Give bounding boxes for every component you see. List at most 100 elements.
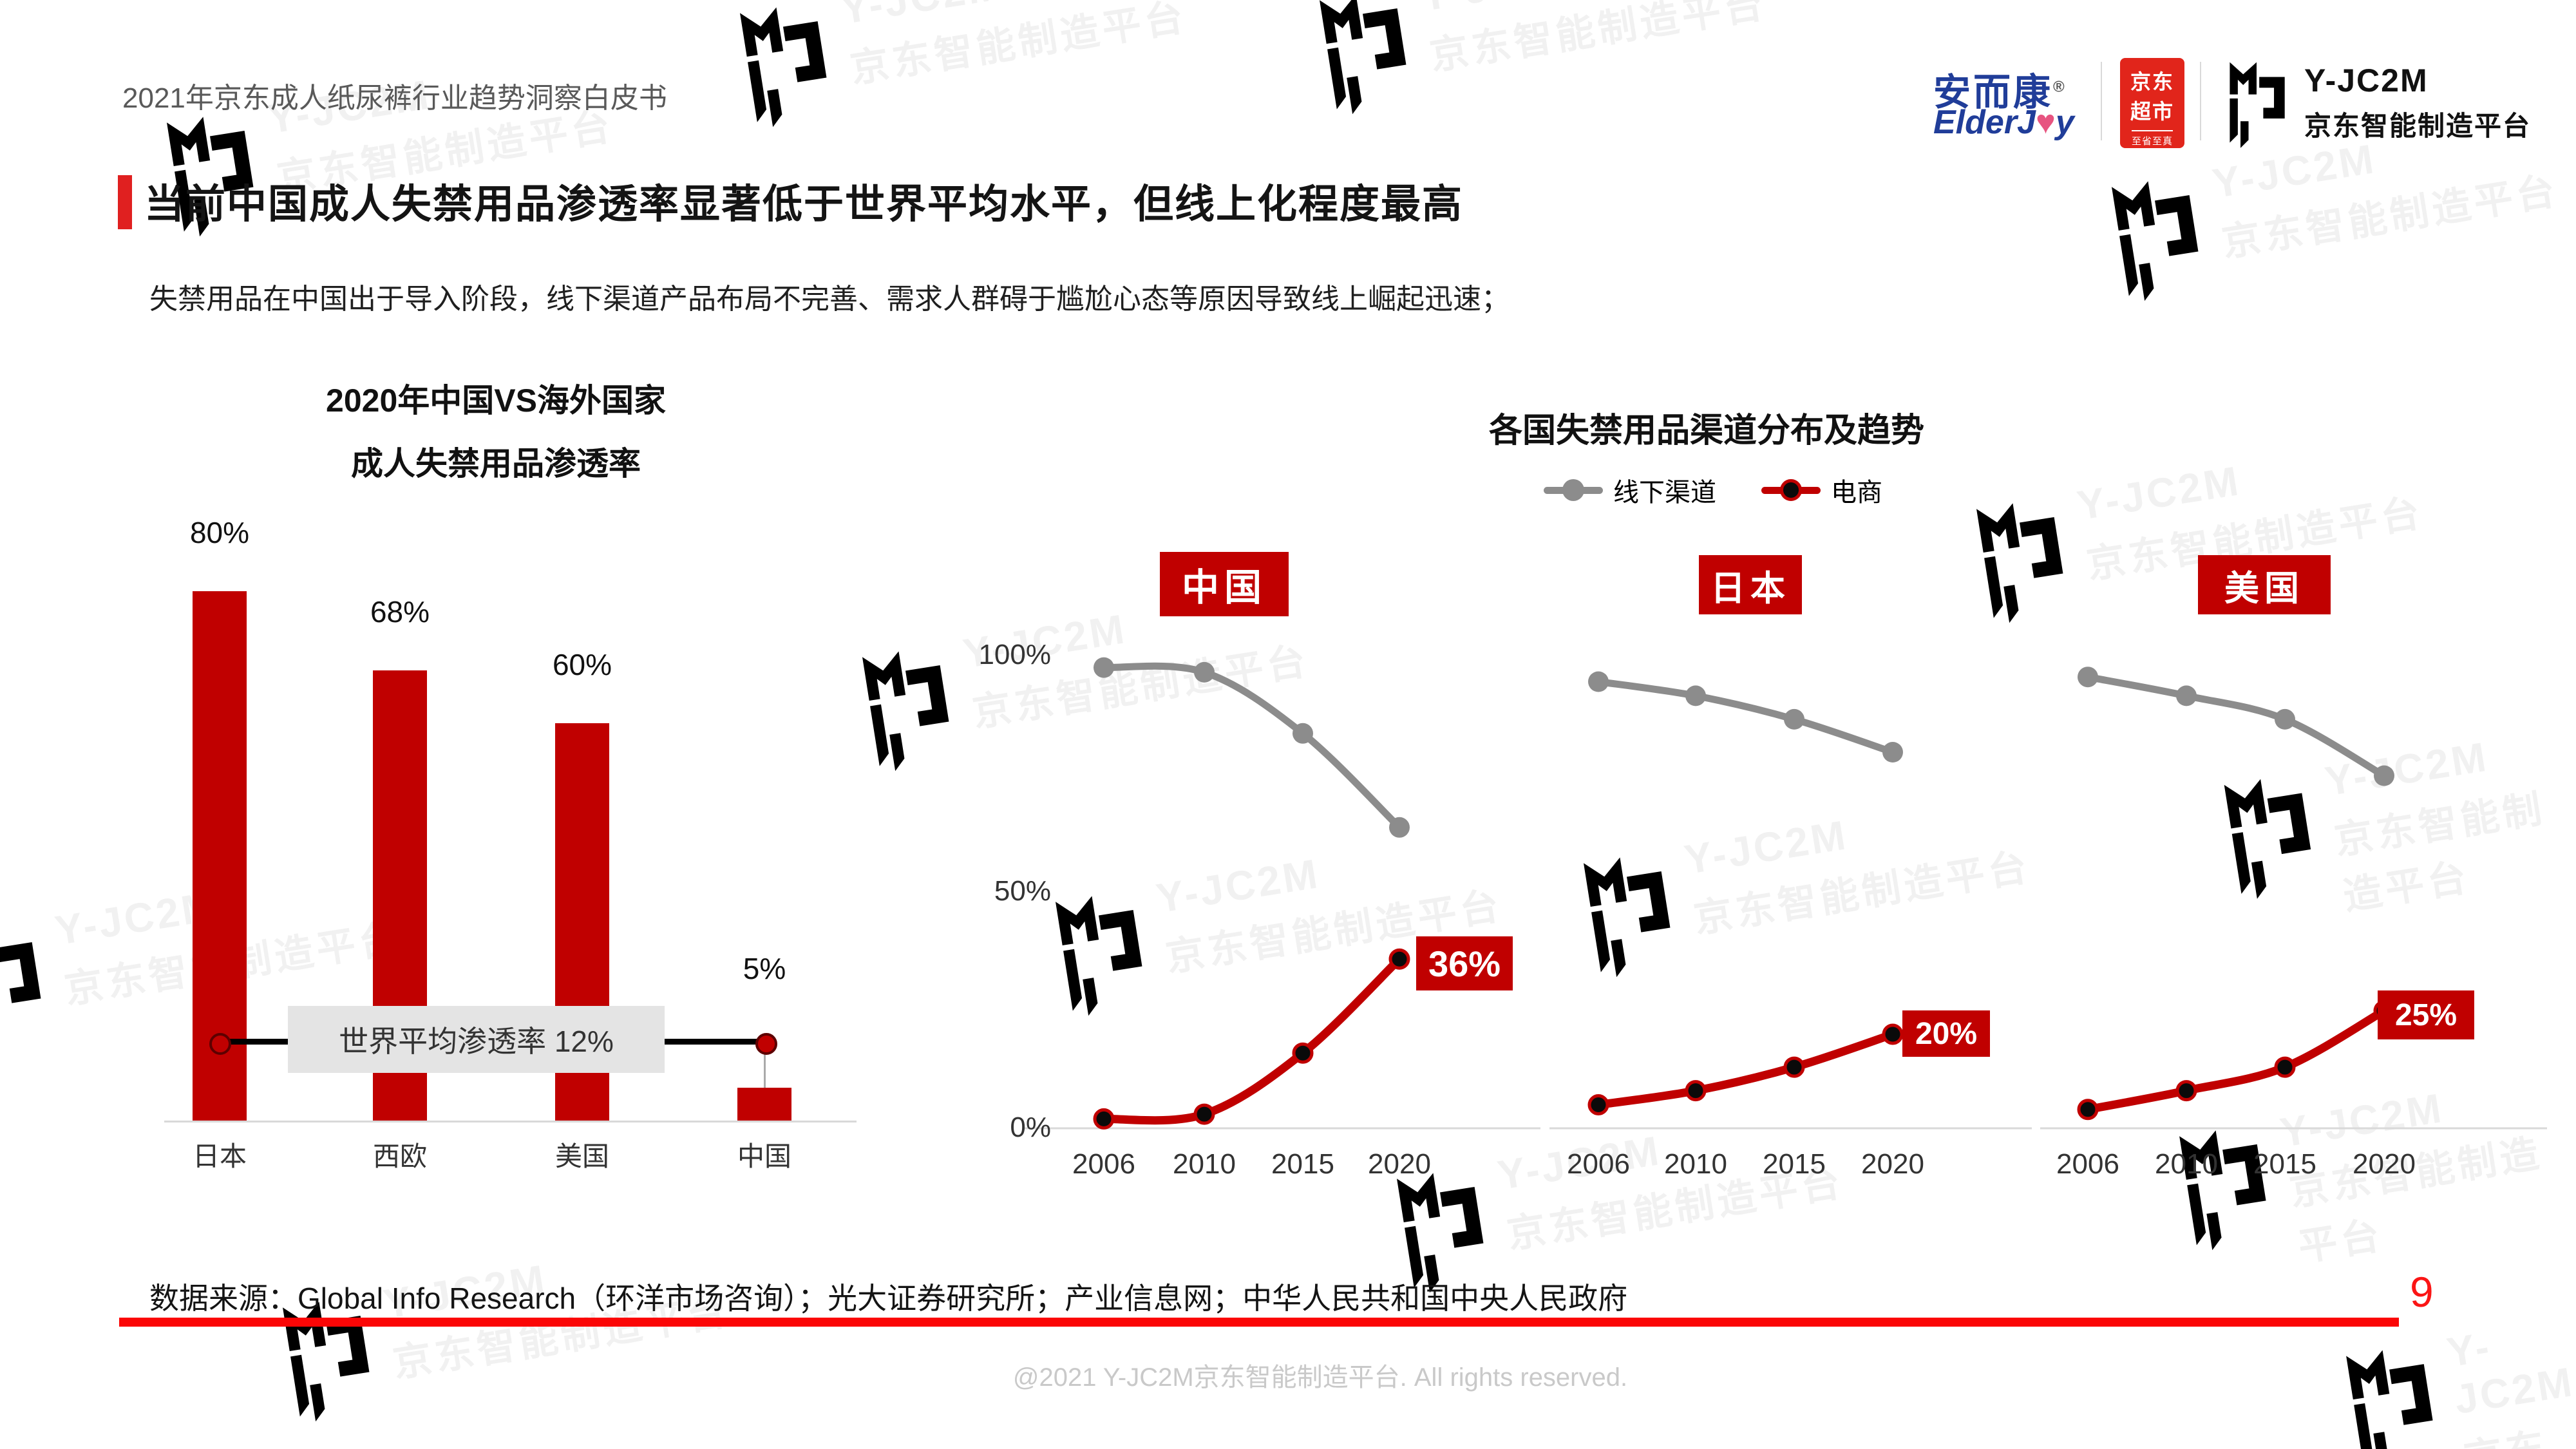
ecommerce-line-1: [1594, 1030, 1897, 1109]
bar-value-label-2: 60%: [552, 648, 612, 681]
xtick-0-0: 2006: [1072, 1148, 1135, 1180]
platform-name-en: Y-JC2M: [2304, 62, 2429, 99]
document-title: 2021年京东成人纸尿裤行业趋势洞察白皮书: [122, 82, 667, 114]
jd-badge-line1: 京东: [2130, 70, 2174, 93]
offline-marker-1-1: [1685, 685, 1706, 706]
bar-0: [193, 591, 247, 1121]
ecommerce-line-marker-icon: [1761, 478, 1821, 502]
world-average-dot-right: [755, 1033, 777, 1055]
xtick-1-2: 2015: [1763, 1148, 1826, 1180]
platform-name-cn: 京东智能制造平台: [2304, 111, 2532, 141]
world-average-dot-left: [209, 1033, 231, 1055]
panel-label-usa: 美国: [2198, 555, 2331, 614]
legend-item-offline: 线下渠道: [1544, 471, 1716, 509]
registered-mark: ®: [2053, 78, 2067, 96]
ecommerce-marker-2-1: [2175, 1080, 2197, 1102]
bar-chart-title-line2: 成人失禁用品渗透率: [351, 446, 641, 482]
xtick-2-2: 2015: [2253, 1148, 2316, 1180]
bar-category-label-0: 日本: [192, 1141, 247, 1171]
bar-chart-baseline: [164, 1121, 857, 1122]
logo-separator: [2200, 62, 2201, 140]
data-source: 数据来源：Global Info Research（环洋市场咨询）；光大证券研究…: [149, 1282, 1628, 1315]
offline-line-marker-icon: [1544, 478, 1603, 502]
offline-marker-0-0: [1094, 657, 1114, 678]
copyright: @2021 Y-JC2M京东智能制造平台. All rights reserve…: [1012, 1363, 1628, 1392]
world-average-label: 世界平均渗透率 12%: [288, 1006, 665, 1073]
bar-value-label-3: 5%: [743, 952, 786, 985]
ecommerce-marker-2-0: [2077, 1099, 2099, 1121]
chart-legend: 线下渠道 电商: [1475, 471, 1951, 509]
logo-separator: [2101, 62, 2102, 140]
ecommerce-line-2: [2083, 1007, 2389, 1114]
xtick-1-1: 2010: [1664, 1148, 1727, 1180]
value-box-usa: 25%: [2378, 990, 2474, 1039]
elderjoy-cn-text: 安而康: [1933, 71, 2054, 113]
bar-3: [737, 1088, 791, 1121]
offline-marker-0-3: [1389, 817, 1410, 838]
elderjoy-en-pre: ElderJ: [1933, 104, 2036, 141]
offline-marker-2-0: [2078, 667, 2098, 688]
offline-marker-0-2: [1293, 723, 1313, 744]
subtitle: 失禁用品在中国出于导入阶段，线下渠道产品布局不完善、需求人群碍于尴尬心态等原因导…: [149, 283, 1510, 315]
xtick-0-1: 2010: [1173, 1148, 1236, 1180]
offline-line-2: [2084, 673, 2388, 779]
ecommerce-marker-0-3: [1388, 948, 1410, 970]
value-box-japan: 20%: [1902, 1010, 1990, 1057]
ecommerce-marker-1-3: [1882, 1023, 1904, 1045]
bar-category-label-2: 美国: [554, 1141, 609, 1171]
panel-label-japan: 日本: [1699, 555, 1802, 614]
ecommerce-marker-0-2: [1292, 1042, 1314, 1064]
offline-marker-2-3: [2374, 765, 2394, 786]
ecommerce-marker-1-0: [1587, 1094, 1609, 1115]
bar-value-label-1: 68%: [370, 595, 430, 629]
legend-label-offline: 线下渠道: [1613, 478, 1716, 507]
ytick-100: 100%: [978, 639, 1051, 670]
jd-supermarket-badge: 京东 超市 至省至真: [2120, 58, 2184, 148]
xtick-2-0: 2006: [2056, 1148, 2119, 1180]
xtick-1-3: 2020: [1861, 1148, 1924, 1180]
page-title: 当前中国成人失禁用品渗透率显著低于世界平均水平，但线上化程度最高: [144, 182, 1464, 227]
elderjoy-logo-cn: 安而康®: [1933, 62, 2067, 116]
world-average-connector: [764, 1051, 766, 1088]
xtick-0-2: 2015: [1271, 1148, 1334, 1180]
value-box-china: 36%: [1416, 936, 1513, 990]
xtick-0-3: 2020: [1368, 1148, 1431, 1180]
offline-marker-0-1: [1194, 661, 1215, 683]
ecommerce-marker-0-1: [1193, 1103, 1215, 1125]
page-number: 9: [2410, 1268, 2434, 1316]
legend-item-ecommerce: 电商: [1761, 471, 1882, 509]
jd-badge-tagline: 至省至真: [2131, 136, 2173, 147]
bar-chart-title-line1: 2020年中国VS海外国家: [326, 383, 666, 419]
ecommerce-marker-1-2: [1783, 1056, 1805, 1078]
jd-badge-line2: 超市: [2130, 100, 2174, 123]
ytick-0: 0%: [1010, 1112, 1051, 1143]
ytick-50: 50%: [994, 875, 1051, 907]
elderjoy-en-post: y: [2055, 104, 2074, 141]
footer-divider: [119, 1318, 2399, 1327]
ecommerce-marker-1-1: [1685, 1080, 1707, 1102]
elderjoy-logo-en: ElderJ♥y: [1933, 103, 2074, 142]
offline-line-1: [1595, 678, 1897, 756]
offline-line-0: [1100, 662, 1403, 831]
ecommerce-line-0: [1099, 954, 1404, 1125]
panel-label-china: 中国: [1160, 552, 1289, 616]
bar-category-label-1: 西欧: [372, 1141, 427, 1171]
offline-marker-2-2: [2275, 708, 2295, 730]
offline-marker-1-2: [1784, 708, 1804, 730]
ecommerce-marker-2-2: [2274, 1056, 2296, 1078]
xtick-2-1: 2010: [2155, 1148, 2218, 1180]
xtick-1-0: 2006: [1567, 1148, 1630, 1180]
offline-marker-2-1: [2176, 685, 2197, 706]
line-chart-title: 各国失禁用品渠道分布及趋势: [1488, 412, 1924, 450]
legend-label-ecommerce: 电商: [1831, 478, 1882, 507]
offline-marker-1-3: [1882, 742, 1903, 762]
heart-icon: ♥: [2035, 104, 2056, 141]
offline-marker-1-0: [1588, 671, 1609, 692]
bar-category-label-3: 中国: [737, 1141, 791, 1171]
jd-badge-rule: [2132, 130, 2173, 131]
title-accent-bar: [118, 175, 132, 229]
xtick-2-3: 2020: [2353, 1148, 2416, 1180]
ecommerce-marker-0-0: [1093, 1108, 1115, 1130]
bar-value-label-0: 80%: [189, 516, 250, 549]
